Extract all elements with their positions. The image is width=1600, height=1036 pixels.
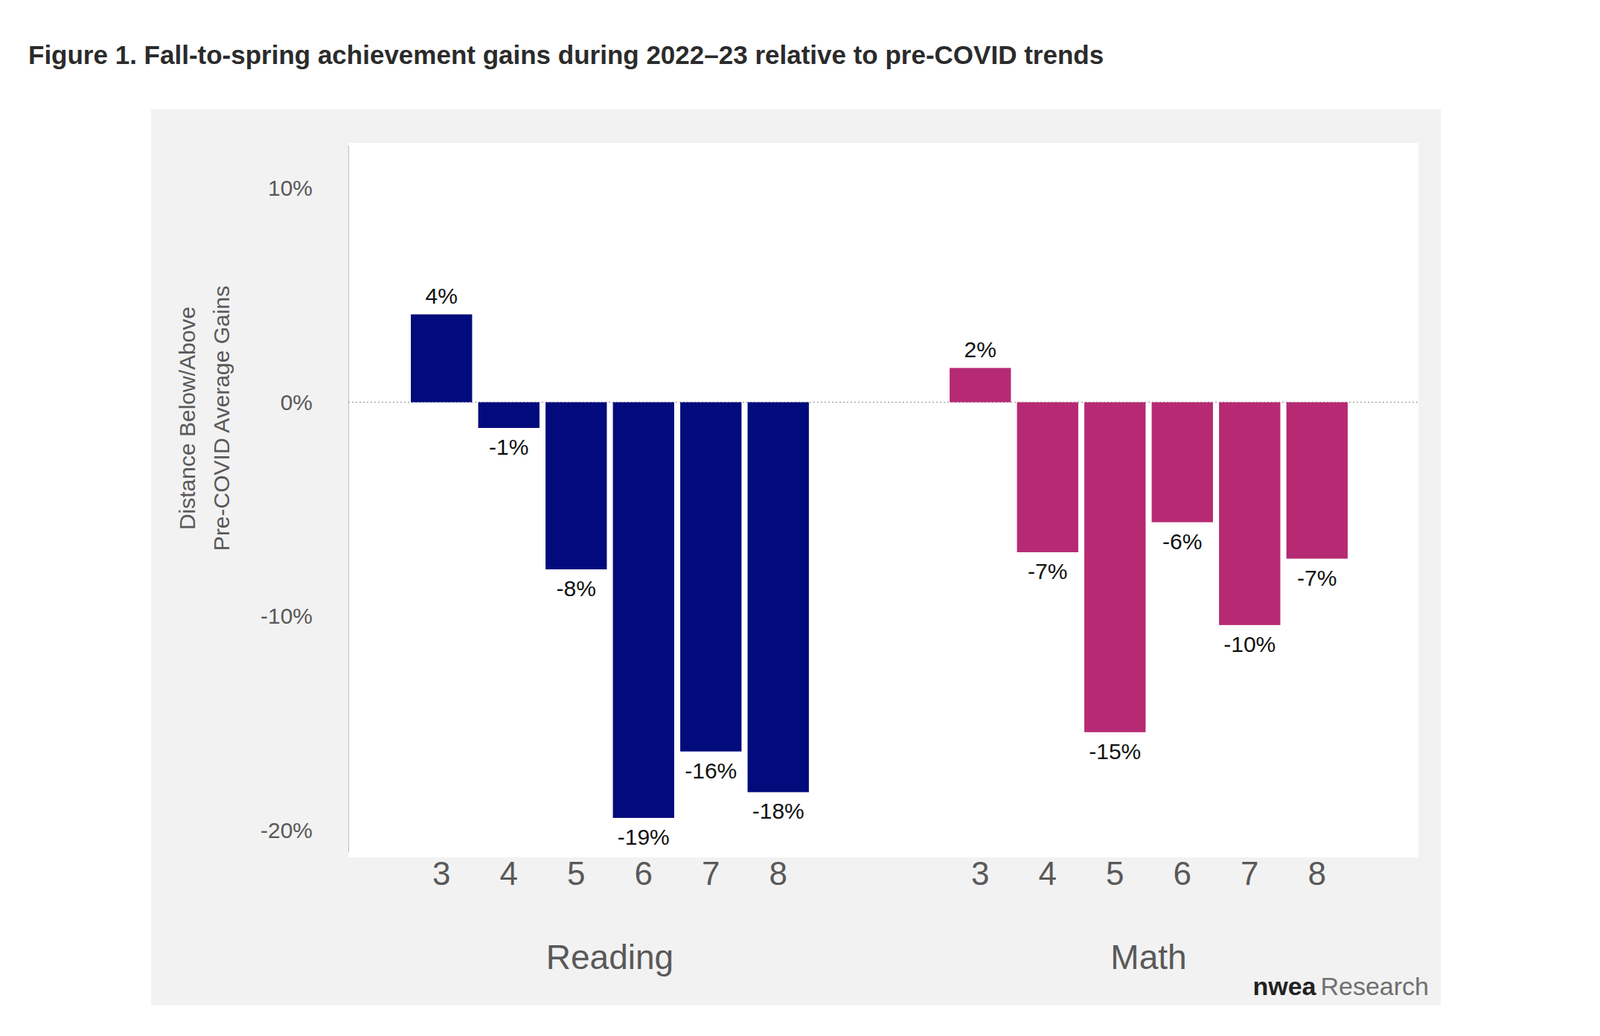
x-tick: 4 <box>500 855 518 892</box>
data-labels: 4% -1% -8% -19% -16% -18% 2% -7% -15% -6% -10% -7% <box>425 283 1338 850</box>
x-tick-label: 4 <box>500 855 518 892</box>
plot-background <box>348 142 1419 858</box>
group-label: Math <box>1110 937 1187 977</box>
y-tick: -20% <box>260 817 349 843</box>
data-label: -18% <box>752 798 805 824</box>
data-label: -1% <box>488 434 529 460</box>
credit-brand: nwea <box>1252 971 1317 1001</box>
x-tick: 3 <box>971 855 990 892</box>
x-tick: 8 <box>769 855 788 892</box>
data-label: -10% <box>1223 631 1276 657</box>
series-labels: 2% -7% -15% -6% -10% -7% <box>964 337 1338 763</box>
x-tick: 7 <box>701 855 720 892</box>
y-tick: 0% <box>280 389 349 415</box>
chart: Figure 1. Fall-to-spring achievement gai… <box>0 0 1600 1036</box>
x-tick-label: 3 <box>971 855 990 892</box>
bars <box>410 314 1348 818</box>
y-tick-label: -10% <box>260 603 313 629</box>
bar <box>747 401 809 792</box>
x-tick-label: 4 <box>1038 855 1057 892</box>
y-tick: -10% <box>260 603 349 629</box>
series-bars <box>410 314 809 818</box>
title: Figure 1. Fall-to-spring achievement gai… <box>28 40 1104 70</box>
y-axis-title-line: Pre-COVID Average Gains <box>209 285 234 551</box>
data-label: -16% <box>684 758 737 783</box>
y-tick-label: 10% <box>267 175 313 201</box>
bar <box>680 401 742 751</box>
credit: nweaResearch <box>1252 971 1429 1001</box>
data-label: -15% <box>1088 738 1141 764</box>
y-tick: 10% <box>267 175 349 201</box>
x-tick-label: 8 <box>769 855 788 892</box>
y-axis-line <box>348 145 350 853</box>
x-tick-label: 3 <box>432 855 451 892</box>
x-tick: 3 <box>432 855 451 892</box>
x-tick-label: 6 <box>1173 855 1192 892</box>
bar <box>410 314 472 402</box>
group-label: Reading <box>546 937 674 977</box>
data-label: -8% <box>556 576 597 601</box>
bar <box>1084 401 1146 732</box>
x-tick: 5 <box>1105 855 1124 892</box>
x-tick-label: 5 <box>1105 855 1124 892</box>
data-label: -6% <box>1162 529 1202 554</box>
x-tick: 6 <box>1173 855 1192 892</box>
x-axis: 3 4 5 6 7 8 <box>971 855 1327 892</box>
x-tick: 4 <box>1038 855 1057 892</box>
x-tick-label: 8 <box>1308 855 1327 892</box>
y-tick-label: 0% <box>280 389 313 415</box>
bar <box>1017 401 1079 553</box>
bar <box>613 401 675 818</box>
y-axis-title: Distance Below/Above Pre-COVID Average Ga… <box>174 285 234 551</box>
y-tick-label: -20% <box>260 817 313 843</box>
series-bars <box>949 367 1348 732</box>
x-tick: 5 <box>567 855 585 892</box>
x-tick: 6 <box>634 855 653 892</box>
data-label: 2% <box>964 337 997 362</box>
x-tick-label: 7 <box>1240 855 1259 892</box>
panel-background <box>151 109 1441 1006</box>
y-axis-title-line: Distance Below/Above <box>174 306 200 530</box>
x-axis: 3 4 5 6 7 8 <box>432 855 788 892</box>
x-tick-label: 6 <box>634 855 653 892</box>
x-tick-label: 5 <box>567 855 585 892</box>
series-labels: 4% -1% -8% -19% -16% -18% <box>425 283 805 850</box>
data-label: -7% <box>1297 565 1337 591</box>
x-tick: 7 <box>1240 855 1259 892</box>
bar <box>545 401 607 570</box>
data-label: -19% <box>617 824 670 850</box>
bar <box>1286 401 1348 559</box>
data-label: -7% <box>1027 558 1068 584</box>
bar <box>1218 401 1280 625</box>
y-axis: -20% -10% 0% 10% <box>260 145 350 853</box>
bar <box>1152 401 1214 522</box>
x-tick-label: 7 <box>701 855 720 892</box>
credit-text: Research <box>1320 971 1429 1001</box>
data-label: 4% <box>425 283 458 309</box>
bar <box>478 401 540 428</box>
bar <box>949 367 1011 402</box>
x-tick: 8 <box>1308 855 1327 892</box>
